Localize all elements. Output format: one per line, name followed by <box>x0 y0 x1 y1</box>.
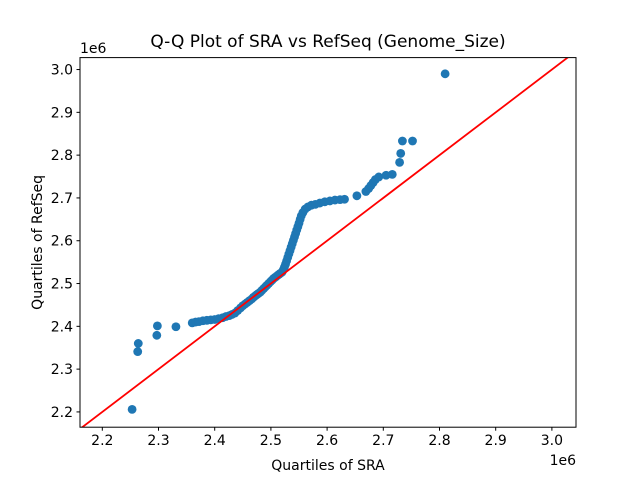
axes-spines <box>79 57 577 428</box>
scatter-point <box>152 321 162 331</box>
scatter-point <box>396 149 406 158</box>
scatter-point <box>127 404 137 414</box>
x-axis-ticks: 2.2 2.3 2.4 2.5 2.6 2.7 2.8 2.9 3.0 <box>91 427 563 449</box>
y-tick-label: 2.9 <box>51 105 73 121</box>
y-tick-label: 3.0 <box>51 63 73 79</box>
chart-title: Q-Q Plot of SRA vs RefSeq (Genome_Size) <box>150 32 505 52</box>
scatter-point <box>440 69 450 79</box>
x-tick-label: 2.6 <box>316 433 338 449</box>
y-axis-ticks: 2.2 2.3 2.4 2.5 2.6 2.7 2.8 2.9 3.0 <box>51 63 80 421</box>
scatter-point <box>171 322 181 332</box>
x-axis-label: Quartiles of SRA <box>271 458 385 474</box>
y-axis-label: Quartiles of RefSeq <box>30 175 46 310</box>
scatter-point <box>133 347 143 356</box>
x-axis-offset-text: 1e6 <box>550 453 577 469</box>
identity-line <box>80 57 570 428</box>
scatter-point <box>340 194 349 204</box>
scatter-point <box>387 169 397 179</box>
scatter-point <box>374 172 384 182</box>
y-tick-label: 2.3 <box>51 362 73 378</box>
y-tick-label: 2.4 <box>51 319 73 335</box>
y-tick-label: 2.7 <box>51 191 73 207</box>
x-tick-label: 2.4 <box>204 433 226 449</box>
scatter-point <box>398 136 407 146</box>
x-tick-label: 2.8 <box>428 433 450 449</box>
y-tick-label: 2.5 <box>51 277 73 293</box>
scatter-point <box>408 136 417 146</box>
y-tick-label: 2.2 <box>51 405 73 421</box>
y-tick-label: 2.8 <box>51 148 73 164</box>
y-axis-offset-text: 1e6 <box>80 41 107 57</box>
x-tick-label: 2.2 <box>91 433 113 449</box>
x-tick-label: 2.5 <box>260 433 282 449</box>
x-tick-label: 2.9 <box>485 433 507 449</box>
scatter-point <box>152 330 162 340</box>
x-tick-label: 3.0 <box>541 433 563 449</box>
x-tick-label: 2.3 <box>147 433 169 449</box>
scatter-series <box>127 69 450 414</box>
scatter-point <box>395 158 404 167</box>
scatter-point <box>352 191 362 201</box>
x-tick-label: 2.7 <box>372 433 394 449</box>
y-tick-label: 2.6 <box>51 234 73 250</box>
scatter-point <box>133 339 143 348</box>
